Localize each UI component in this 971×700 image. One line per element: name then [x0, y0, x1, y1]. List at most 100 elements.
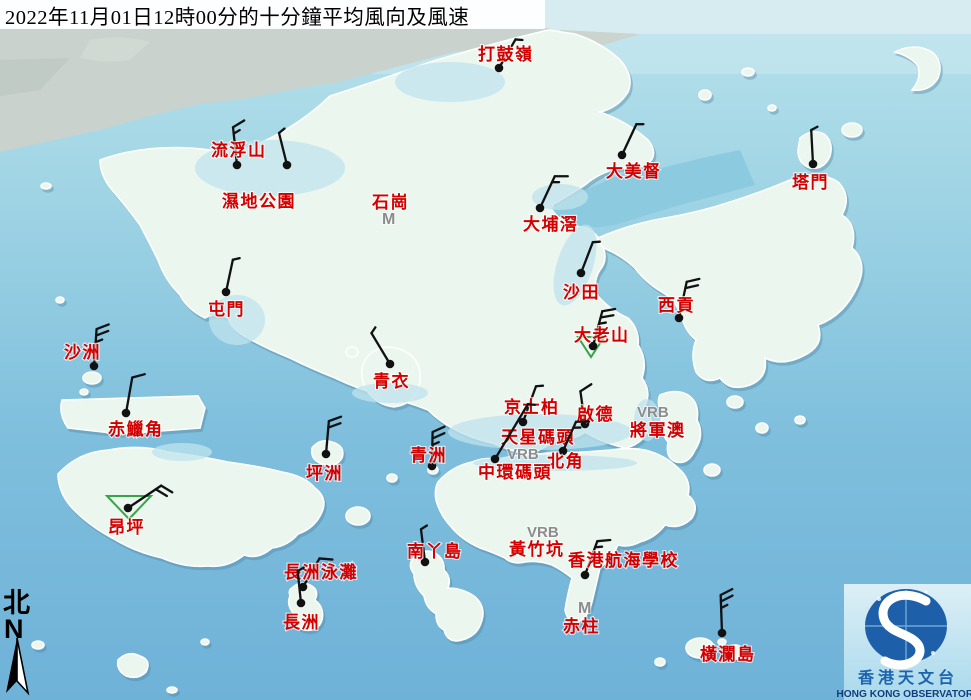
station-label: 沙田	[563, 283, 600, 302]
wind-barb-icon	[430, 425, 446, 468]
station-dot	[558, 446, 568, 456]
summit-triangle-icon	[104, 495, 154, 521]
station-dot	[518, 417, 528, 427]
station-dot	[121, 408, 131, 418]
station-label: 南丫島	[407, 541, 463, 561]
station-label: 昂坪	[108, 518, 145, 537]
wind-barb-icon	[677, 277, 701, 320]
station-ngong-ping: 昂坪	[104, 484, 174, 538]
compass-north-cjk: 北	[3, 588, 30, 618]
station-green-island: 青洲	[409, 425, 447, 471]
wind-barb-icon	[301, 557, 334, 589]
wind-barb-icon	[538, 175, 569, 210]
hko-logo-english: HONG KONG OBSERVATORY	[836, 689, 971, 700]
station-sha-chau: 沙洲	[63, 323, 110, 371]
map-title: 2022年11月01日12時00分的十分鐘平均風向及風速	[5, 6, 470, 29]
station-label: 長洲泳灘	[284, 562, 358, 582]
station-dot	[221, 287, 231, 297]
station-tai-po-kau: 大埔滘	[522, 175, 579, 235]
station-label: 坪洲	[306, 464, 343, 483]
wind-barb-icon	[92, 323, 110, 368]
station-label: 赤柱	[563, 616, 600, 636]
station-label: 黃竹坑	[508, 539, 565, 559]
station-tag-vrb: VRB	[637, 404, 669, 421]
wind-barb-icon	[591, 307, 617, 348]
station-label: 橫瀾島	[700, 644, 756, 664]
station-dot	[296, 598, 306, 608]
hko-logo: 香港天文台 HONG KONG OBSERVATORY	[836, 584, 971, 700]
station-label: 香港航海學校	[568, 550, 679, 570]
station-tag-m: M	[382, 211, 395, 228]
station-north-point: 北角	[546, 420, 591, 472]
station-dot	[617, 150, 627, 160]
station-label: 打鼓嶺	[478, 44, 534, 64]
summit-triangle-icon	[576, 336, 606, 359]
wind-barb-icon	[810, 125, 819, 166]
station-dot	[490, 454, 500, 464]
station-label: 大美督	[606, 161, 662, 181]
airport-platform	[60, 395, 206, 435]
station-tag-m: M	[578, 600, 591, 617]
stations-layer: 打鼓嶺流浮山濕地公園M石崗大美督塔門大埔滘沙田西貢大老山屯門沙洲赤鱲角青衣京士柏…	[63, 38, 829, 665]
tolo-harbour-water	[552, 150, 755, 228]
station-shek-kong: M石崗	[370, 192, 409, 229]
north-compass: 北 N	[3, 588, 30, 696]
wind-barb-icon	[583, 538, 612, 577]
station-label: 北角	[547, 451, 584, 471]
station-tuen-mun: 屯門	[207, 256, 245, 320]
station-stanley: M赤柱	[562, 599, 600, 637]
shenzhen-area	[0, 28, 640, 152]
wind-barb-icon	[126, 484, 174, 510]
station-label: 大老山	[574, 325, 630, 345]
station-dot	[717, 628, 727, 638]
station-lau-fau-shan: 流浮山	[210, 119, 267, 170]
wind-barb-icon	[579, 383, 593, 426]
station-kai-tak: 啟德	[576, 383, 614, 429]
station-label: 屯門	[208, 299, 245, 319]
station-label: 濕地公園	[222, 191, 296, 211]
sai-kung-peninsula	[597, 174, 863, 389]
land-masses	[31, 29, 941, 694]
station-dot	[494, 63, 504, 73]
station-tag-vrb: VRB	[527, 524, 559, 541]
station-dot	[580, 570, 590, 580]
station-label: 西貢	[658, 296, 695, 315]
lamma-island-shape	[409, 550, 484, 642]
clear-water-bay-peninsula	[657, 390, 702, 464]
station-tates-cairn: 大老山	[573, 307, 630, 359]
station-dot	[232, 160, 242, 170]
wind-barb-icon	[124, 373, 146, 415]
station-dot	[535, 203, 545, 213]
wind-barb-icon	[224, 256, 241, 294]
station-tap-mun: 塔門	[791, 125, 829, 193]
station-hk-sea-school: 香港航海學校	[567, 538, 679, 580]
hko-logo-chinese: 香港天文台	[857, 668, 958, 687]
station-sha-tin: 沙田	[562, 240, 601, 303]
station-kings-park: 京士柏	[503, 384, 559, 427]
station-label: 天星碼頭	[501, 428, 575, 447]
station-central-pier: 中環碼頭	[477, 402, 552, 483]
wind-barb-icon	[231, 119, 246, 167]
station-label: 石崗	[371, 193, 409, 212]
station-label: 沙洲	[64, 343, 101, 362]
title-bar: 2022年11月01日12時00分的十分鐘平均風向及風速	[0, 0, 545, 29]
station-dot	[385, 359, 395, 369]
station-ta-kwu-ling: 打鼓嶺	[477, 38, 534, 73]
station-label: 流浮山	[211, 140, 267, 160]
station-dot	[674, 313, 684, 323]
station-dot	[321, 449, 331, 459]
station-dot	[123, 503, 133, 513]
station-label: 青衣	[373, 371, 410, 391]
wind-barb-icon	[497, 38, 524, 70]
station-dot	[282, 160, 292, 170]
station-tag-vrb: VRB	[507, 446, 539, 463]
wind-barb-icon	[620, 123, 645, 157]
wind-barb-icon	[579, 240, 601, 275]
station-label: 將軍澳	[630, 420, 686, 440]
north-arrow-icon	[6, 637, 30, 696]
station-label: 大埔滘	[523, 214, 579, 234]
station-label: 中環碼頭	[478, 462, 552, 482]
